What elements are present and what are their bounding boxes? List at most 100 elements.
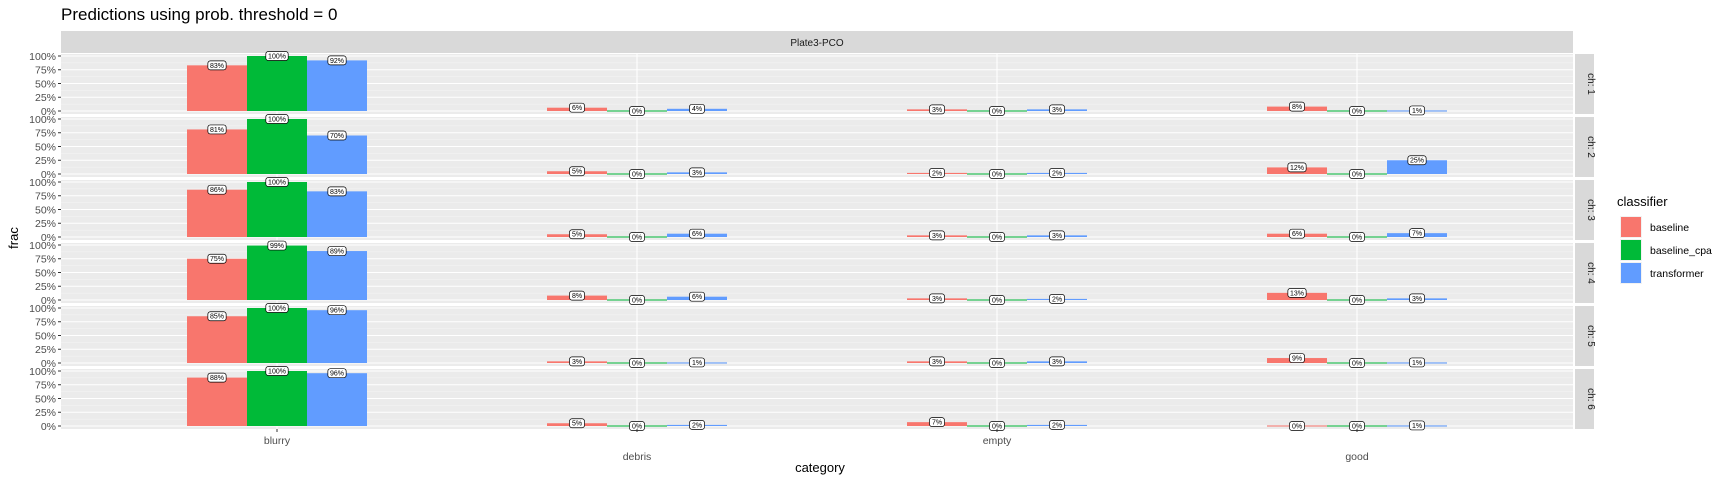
y-tick-label: 100% bbox=[29, 303, 56, 315]
data-label-box bbox=[327, 305, 347, 316]
y-tick-label: 50% bbox=[35, 267, 56, 279]
facet-strip-right bbox=[1575, 306, 1594, 366]
data-label-box bbox=[1049, 230, 1065, 241]
facet-row-label: ch: 6 bbox=[1585, 388, 1596, 410]
y-axis-title: frac bbox=[6, 227, 21, 249]
data-label: 4% bbox=[692, 106, 702, 113]
data-label-box bbox=[1409, 228, 1425, 238]
data-label-box bbox=[989, 295, 1005, 305]
data-label-box bbox=[929, 230, 945, 241]
data-label: 3% bbox=[1052, 233, 1062, 240]
data-label: 88% bbox=[210, 375, 224, 382]
data-label-box bbox=[1409, 420, 1425, 431]
data-label: 96% bbox=[330, 371, 344, 378]
data-label-box bbox=[265, 114, 289, 124]
bar-baseline-cpa bbox=[247, 245, 307, 300]
data-label-box bbox=[1287, 288, 1307, 298]
data-label: 0% bbox=[1292, 423, 1302, 430]
data-label: 3% bbox=[932, 296, 942, 303]
y-tick-label: 25% bbox=[35, 344, 56, 356]
data-label-box bbox=[1407, 155, 1427, 166]
data-label: 99% bbox=[270, 243, 284, 250]
data-label-box bbox=[569, 166, 585, 177]
data-label-box bbox=[1349, 295, 1365, 305]
bar-transformer bbox=[307, 191, 367, 237]
data-label: 3% bbox=[1052, 107, 1062, 114]
data-label: 0% bbox=[1352, 423, 1362, 430]
data-label-box bbox=[689, 291, 705, 302]
data-label-box bbox=[1289, 228, 1305, 239]
data-label-box bbox=[207, 184, 227, 195]
y-tick-label: 100% bbox=[29, 366, 56, 378]
y-tick-label: 75% bbox=[35, 380, 56, 392]
bar-baseline-cpa bbox=[247, 182, 307, 237]
data-label-box bbox=[207, 311, 227, 322]
data-label-box bbox=[689, 357, 705, 368]
facet-row-label: ch: 2 bbox=[1585, 136, 1596, 158]
data-label: 100% bbox=[268, 179, 286, 186]
facet-panel-5: 0% 25% 50%75% 100% 85% 3% 3% 9% 100% 0% 0% 0% 96% 1% 3… bbox=[29, 303, 1596, 370]
data-label-box bbox=[327, 368, 347, 379]
data-label: 70% bbox=[330, 133, 344, 140]
data-label: 2% bbox=[1052, 422, 1062, 429]
data-label-box bbox=[689, 228, 705, 239]
data-label: 2% bbox=[932, 170, 942, 177]
data-label: 7% bbox=[1412, 231, 1422, 238]
data-label-box bbox=[265, 303, 289, 313]
data-label-box bbox=[929, 356, 945, 367]
data-label: 89% bbox=[330, 248, 344, 255]
legend-label: baseline_cpa bbox=[1650, 245, 1712, 257]
bar-baseline-cpa bbox=[247, 56, 307, 111]
y-tick-label: 25% bbox=[35, 218, 56, 230]
data-label: 0% bbox=[632, 297, 642, 304]
data-label-box bbox=[689, 103, 705, 114]
legend-label: baseline bbox=[1650, 222, 1689, 234]
bar-baseline bbox=[187, 316, 247, 363]
y-tick-label: 0% bbox=[41, 295, 56, 307]
data-label-box bbox=[989, 232, 1005, 242]
y-tick-label: 25% bbox=[35, 407, 56, 419]
data-label-box bbox=[629, 358, 645, 368]
data-label: 1% bbox=[692, 360, 702, 367]
bar-transformer bbox=[1387, 160, 1447, 174]
data-label-box bbox=[569, 102, 585, 113]
data-label: 0% bbox=[632, 360, 642, 367]
data-label: 100% bbox=[268, 116, 286, 123]
y-tick-label: 0% bbox=[41, 169, 56, 181]
data-label-box bbox=[1289, 101, 1305, 112]
legend-key-baseline-cpa bbox=[1621, 240, 1641, 260]
data-label: 86% bbox=[210, 187, 224, 194]
data-label: 85% bbox=[210, 314, 224, 321]
y-tick-label: 75% bbox=[35, 65, 56, 77]
data-label: 0% bbox=[1352, 234, 1362, 241]
data-label: 0% bbox=[632, 171, 642, 178]
data-label-box bbox=[569, 290, 585, 301]
data-label-box bbox=[929, 417, 945, 427]
data-label-box bbox=[569, 229, 585, 240]
y-tick-label: 0% bbox=[41, 421, 56, 433]
data-label: 83% bbox=[330, 189, 344, 196]
facet-panel-3: 0% 25% 50%75% 100% 86% 5% 3% 6% 100% 0% 0% 0% 83% 6% 3… bbox=[29, 177, 1596, 244]
y-tick-label: 0% bbox=[41, 106, 56, 118]
y-tick-label: 25% bbox=[35, 92, 56, 104]
data-label-box bbox=[265, 51, 289, 61]
legend-title: classifier bbox=[1617, 194, 1668, 209]
y-tick-label: 50% bbox=[35, 393, 56, 405]
data-label: 0% bbox=[1352, 108, 1362, 115]
data-label-box bbox=[1349, 232, 1365, 242]
facet-panel-4: 0%25%50%75%100%75%8% 3%13%99%0% 0% 0%89%6% 2… bbox=[29, 240, 1596, 307]
data-label: 2% bbox=[1052, 296, 1062, 303]
data-label: 0% bbox=[1352, 297, 1362, 304]
data-label: 6% bbox=[692, 294, 702, 301]
legend-key-baseline bbox=[1621, 217, 1641, 237]
data-label: 0% bbox=[632, 423, 642, 430]
data-label: 2% bbox=[1052, 170, 1062, 177]
data-label-box bbox=[1409, 357, 1425, 368]
y-tick-label: 100% bbox=[29, 114, 56, 126]
bar-baseline bbox=[187, 129, 247, 174]
facet-strip-top bbox=[61, 31, 1573, 53]
data-label: 5% bbox=[572, 169, 582, 176]
